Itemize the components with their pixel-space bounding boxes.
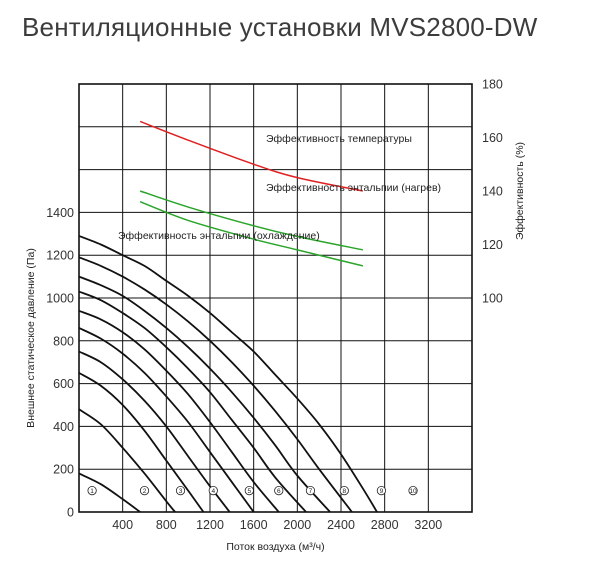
pressure-curve-1 <box>78 472 141 513</box>
curve-marker-2: 2 <box>139 485 150 496</box>
marker-label: 8 <box>342 488 346 495</box>
marker-label: 6 <box>277 488 281 495</box>
axis-labels: Поток воздуха (м³/ч) Внешнее статическое … <box>25 142 526 553</box>
y-left-tick-label: 800 <box>53 334 74 348</box>
pressure-curve-5 <box>78 327 255 513</box>
pressure-curve-6 <box>78 310 280 513</box>
pressure-curves <box>78 235 378 513</box>
y-right-tick-label: 160 <box>482 131 503 145</box>
curve-marker-10: 10 <box>408 485 418 496</box>
marker-circle <box>376 485 386 496</box>
y-right-tick-label: 120 <box>482 238 503 252</box>
pressure-curve-9 <box>78 256 353 513</box>
efficiency-label-1: Эффективность температуры <box>266 133 412 145</box>
marker-label: 1 <box>90 488 94 495</box>
y-right-tick-label: 180 <box>482 78 503 92</box>
y-left-tick-label: 0 <box>67 506 74 520</box>
marker-circle <box>208 485 218 496</box>
y-left-tick-label: 600 <box>53 377 74 391</box>
y-left-tick-label: 1200 <box>46 249 74 263</box>
y-right-axis-label: Эффективность (%) <box>514 142 526 240</box>
y-right-tick-label: 100 <box>482 292 503 306</box>
curve-marker-8: 8 <box>339 485 349 496</box>
curve-annotations: Эффективность температуры Эффективность э… <box>118 133 441 242</box>
pressure-curve-3 <box>78 372 205 513</box>
tick-labels: 400 800 1200 1600 2000 2400 2800 32000200400600… <box>46 78 503 533</box>
curve-markers: 1 2 3 4 5 6 7 8 9 10 <box>87 485 418 496</box>
y-left-tick-label: 1400 <box>46 206 74 220</box>
marker-label: 2 <box>143 488 147 495</box>
marker-circle <box>175 485 186 496</box>
plot-border <box>78 83 473 513</box>
marker-circle <box>87 485 97 496</box>
curve-marker-1: 1 <box>87 485 97 496</box>
pressure-curve-8 <box>78 275 331 513</box>
x-tick-label: 400 <box>112 518 133 532</box>
grid <box>79 84 472 512</box>
y-left-tick-label: 200 <box>53 463 74 477</box>
marker-circle <box>244 485 254 496</box>
y-right-tick-label: 140 <box>482 185 503 199</box>
marker-label: 7 <box>309 488 313 495</box>
marker-label: 9 <box>380 488 384 495</box>
y-left-tick-label: 1000 <box>46 292 74 306</box>
x-tick-label: 1600 <box>240 518 268 532</box>
plot-frame <box>78 83 473 513</box>
pressure-curve-4 <box>78 350 231 513</box>
x-tick-label: 2400 <box>327 518 355 532</box>
curve-marker-3: 3 <box>175 485 186 496</box>
y-left-axis-label: Внешнее статическое давление (Па) <box>25 248 37 428</box>
x-axis-label: Поток воздуха (м³/ч) <box>226 541 324 553</box>
marker-circle <box>274 485 284 496</box>
marker-circle <box>339 485 349 496</box>
curve-marker-7: 7 <box>305 485 316 496</box>
x-tick-label: 800 <box>156 518 177 532</box>
x-tick-label: 1200 <box>196 518 224 532</box>
x-tick-label: 3200 <box>414 518 442 532</box>
page-title: Вентиляционные установки MVS2800-DW <box>22 12 538 42</box>
y-left-tick-label: 400 <box>53 420 74 434</box>
pressure-curve-10 <box>78 235 378 513</box>
x-tick-label: 2800 <box>371 518 399 532</box>
curve-marker-9: 9 <box>376 485 386 496</box>
marker-label: 5 <box>247 488 251 495</box>
marker-label: 3 <box>179 488 183 495</box>
pressure-curve-7 <box>78 290 307 513</box>
marker-circle <box>139 485 150 496</box>
efficiency-line-2 <box>139 190 363 251</box>
marker-label: 4 <box>211 488 215 495</box>
efficiency-line-1 <box>139 120 363 192</box>
marker-circle <box>305 485 316 496</box>
marker-label: 10 <box>409 488 417 495</box>
efficiency-label-2: Эффективность энтальпии (нагрев) <box>266 182 441 194</box>
efficiency-line-3 <box>139 201 364 267</box>
efficiency-label-3: Эффективность энтальпии (охлаждение) <box>118 230 320 242</box>
x-tick-label: 2000 <box>283 518 311 532</box>
curve-marker-5: 5 <box>244 485 254 496</box>
pressure-curve-2 <box>78 408 176 513</box>
curve-marker-6: 6 <box>274 485 284 496</box>
marker-circle <box>408 485 418 496</box>
efficiency-curves <box>139 120 364 267</box>
curve-marker-4: 4 <box>208 485 218 496</box>
